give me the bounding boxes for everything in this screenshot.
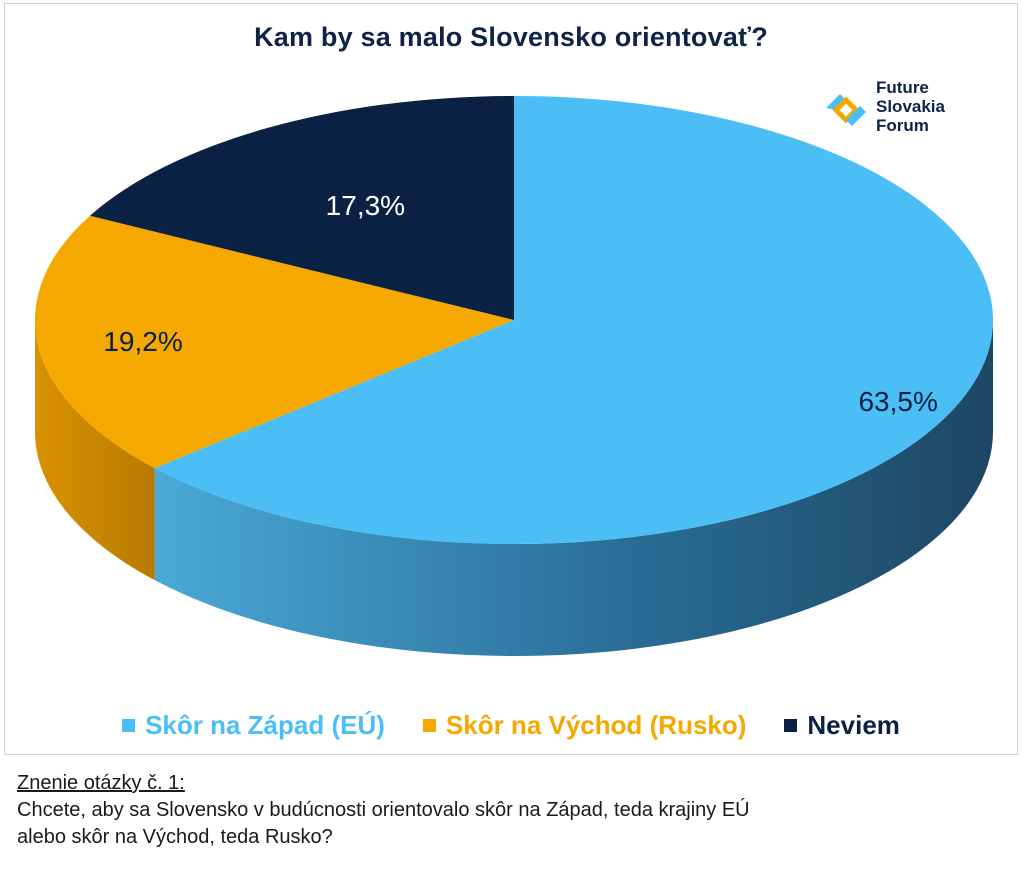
future-slovakia-forum-logo: Future Slovakia Forum xyxy=(822,76,992,136)
question-note: Znenie otázky č. 1: Chcete, aby sa Slove… xyxy=(17,770,750,851)
question-text-line-1: Chcete, aby sa Slovensko v budúcnosti or… xyxy=(17,799,750,821)
data-label-east: 19,2% xyxy=(103,326,182,357)
pie-slice-east xyxy=(35,215,514,469)
pie-side-west xyxy=(154,320,993,656)
chart-title: Kam by sa malo Slovensko orientovať? xyxy=(254,22,768,52)
pie-side-east xyxy=(35,320,155,581)
question-heading: Znenie otázky č. 1: xyxy=(17,772,185,794)
pie-chart: 63,5% 19,2% 17,3% xyxy=(35,96,994,656)
logo-mark-icon xyxy=(826,94,866,126)
legend-label-east: Skôr na Východ (Rusko) xyxy=(445,710,747,740)
legend-swatch-east xyxy=(422,719,436,732)
logo-line-2: Slovakia xyxy=(876,97,945,116)
data-label-dont-know: 17,3% xyxy=(326,190,405,221)
legend-swatch-dont-know xyxy=(784,719,798,732)
legend-item-west: Skôr na Západ (EÚ) xyxy=(122,710,385,741)
legend-label-dont-know: Neviem xyxy=(807,710,900,740)
legend-item-dont-know: Neviem xyxy=(784,710,900,741)
question-text-line-2: alebo skôr na Východ, teda Rusko? xyxy=(17,826,333,848)
pie-slice-west xyxy=(154,96,994,545)
legend-label-west: Skôr na Západ (EÚ) xyxy=(145,710,385,740)
legend-item-east: Skôr na Východ (Rusko) xyxy=(422,710,747,741)
data-label-west: 63,5% xyxy=(858,386,937,417)
logo-line-1: Future xyxy=(876,78,929,97)
legend-swatch-west xyxy=(122,719,136,732)
logo-line-3: Forum xyxy=(876,116,929,135)
chart-legend: Skôr na Západ (EÚ) Skôr na Východ (Rusko… xyxy=(5,710,1017,741)
chart-frame: Kam by sa malo Slovensko orientovať? 63,… xyxy=(4,3,1018,755)
pie-slice-dont-know xyxy=(89,96,514,320)
